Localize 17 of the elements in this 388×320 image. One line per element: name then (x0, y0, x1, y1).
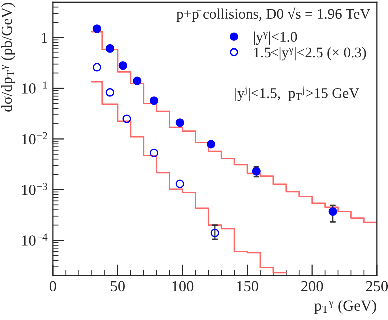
legend-label: |y$^{γ}$|<1.0 (254, 32, 298, 46)
x-tick-label: 0 (50, 281, 56, 292)
y-tick-label: 10$^{−2}$ (22, 132, 48, 145)
x-tick-label: 200 (302, 281, 324, 292)
annotation: |y$^{j}$|<1.5, p$_{T}$$^{j}$>15 GeV (236, 86, 360, 102)
y-tick-label: 10$^{−1}$ (22, 82, 48, 94)
x-tick-label: 150 (237, 281, 258, 292)
y-tick-label: 1 (42, 33, 48, 44)
y-tick-label: 10$^{−3}$ (22, 183, 48, 196)
annotation: p+p̄ collisions, D0 √s = 1.96 TeV (176, 7, 370, 22)
x-tick-label: 50 (111, 281, 126, 292)
x-tick-label: 100 (172, 281, 194, 292)
y-axis-title: dσ/dp$_{T}$$^{γ}$ (pb/GeV) (1, 3, 16, 112)
x-axis-title: p$_{T}$$^{γ}$ (GeV) (314, 300, 376, 314)
legend-label: 1.5<|y$^{γ}$|<2.5 (× 0.3) (254, 47, 366, 61)
y-tick-label: 10$^{−4}$ (22, 234, 48, 246)
x-tick-label: 250 (366, 281, 388, 292)
